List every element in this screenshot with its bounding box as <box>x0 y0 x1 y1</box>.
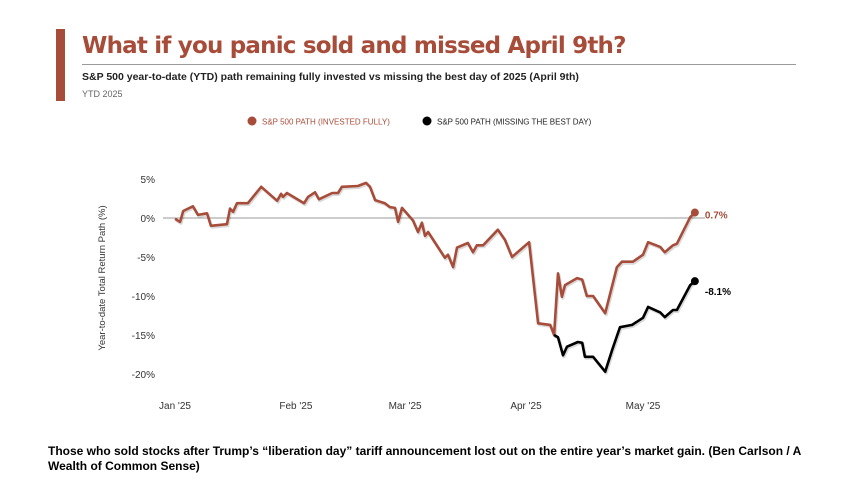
chart-subtitle: S&P 500 year-to-date (YTD) path remainin… <box>82 71 579 83</box>
period-label: YTD 2025 <box>82 89 123 99</box>
y-axis-label: Year-to-date Total Return Path (%) <box>97 205 108 350</box>
legend-marker <box>247 116 257 126</box>
invested-fully-line <box>174 181 696 337</box>
line-chart: S&P 500 PATH (INVESTED FULLY) S&P 500 PAT… <box>97 116 731 412</box>
legend-marker <box>422 116 432 126</box>
y-tick-label: 0% <box>141 214 156 225</box>
y-tick-label: -10% <box>132 292 155 303</box>
end-point-marker <box>690 208 699 217</box>
end-point-marker <box>690 277 699 286</box>
series-shadow <box>554 281 697 375</box>
title-divider <box>82 64 796 65</box>
legend-label: S&P 500 PATH (INVESTED FULLY) <box>262 118 390 127</box>
y-tick-label: -5% <box>137 253 155 264</box>
end-value-label: 0.7% <box>705 211 728 222</box>
x-tick-label: Mar '25 <box>389 401 422 412</box>
end-value-label: -8.1% <box>705 287 731 298</box>
y-tick-label: 5% <box>141 175 156 186</box>
caption: Those who sold stocks after Trump’s “lib… <box>48 444 801 473</box>
x-tick-label: Jan '25 <box>159 401 191 412</box>
x-tick-label: Apr '25 <box>510 401 542 412</box>
accent-bar <box>56 29 65 101</box>
x-tick-label: May '25 <box>626 401 661 412</box>
y-tick-label: -15% <box>132 331 155 342</box>
legend-label: S&P 500 PATH (MISSING THE BEST DAY) <box>437 118 592 127</box>
x-tick-label: Feb '25 <box>279 401 312 412</box>
series-shadow <box>175 182 697 338</box>
missing-best-day-line <box>553 280 696 374</box>
chart-title: What if you panic sold and missed April … <box>82 33 626 59</box>
y-tick-label: -20% <box>132 370 155 381</box>
